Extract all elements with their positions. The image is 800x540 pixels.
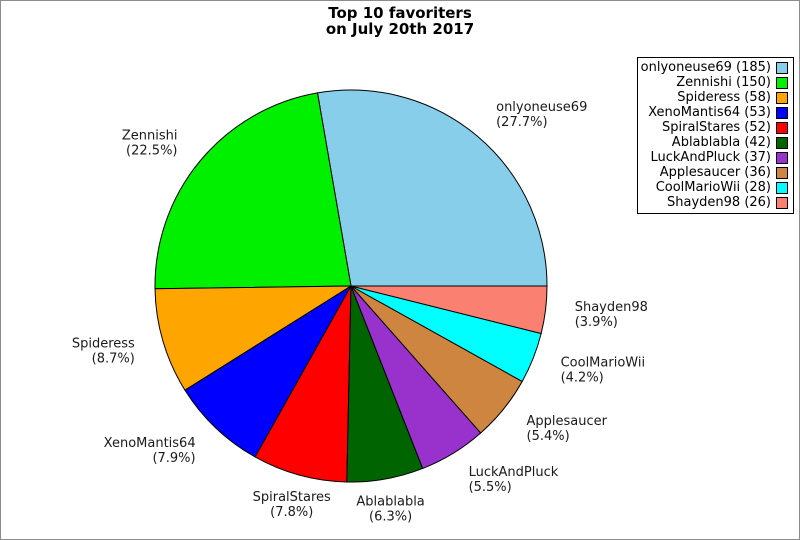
legend-swatch [776, 91, 788, 104]
chart-title: Top 10 favoriters on July 20th 2017 [1, 5, 799, 37]
pie-slice-onlyoneuse69 [316, 89, 548, 287]
pie-slice-label-LuckAndPluck: LuckAndPluck (5.5%) [469, 465, 559, 495]
pie-slice-SpiralStares [254, 285, 352, 483]
chart-title-line1: Top 10 favoriters [328, 4, 472, 22]
pie-slice-label-XenoMantis64: XenoMantis64 (7.9%) [104, 436, 196, 466]
legend-swatch [776, 137, 788, 150]
legend-item-onlyoneuse69: onlyoneuse69 (185) [640, 59, 788, 75]
legend-item-label: Ablablabla (42) [671, 135, 771, 151]
legend-item-label: LuckAndPluck (37) [650, 150, 772, 166]
pie-slice-label-Shayden98: Shayden98 (3.9%) [575, 300, 648, 330]
legend-item-label: Zennishi (150) [676, 74, 771, 90]
legend-item-SpiralStares: SpiralStares (52) [641, 119, 788, 135]
legend-swatch [776, 106, 788, 119]
legend-swatch [776, 76, 788, 89]
legend-swatch [776, 152, 788, 165]
pie-slice-Spideress [154, 285, 353, 391]
legend-item-label: Shayden98 (26) [667, 195, 771, 211]
legend-swatch [776, 167, 788, 180]
pie-slice-label-Zennishi: Zennishi (22.5%) [122, 129, 178, 159]
legend-swatch [776, 61, 788, 74]
pie-slice-label-Ablablabla: Ablablabla (6.3%) [356, 494, 424, 524]
legend-item-label: Spideress (58) [677, 89, 771, 105]
pie-slice-label-Spideress: Spideress (8.7%) [72, 336, 135, 366]
pie-slice-label-CoolMarioWii: CoolMarioWii (4.2%) [561, 355, 645, 385]
chart-title-line2: on July 20th 2017 [325, 20, 475, 38]
pie-slice-Zennishi [154, 92, 352, 290]
legend-swatch [776, 182, 788, 195]
legend-item-Ablablabla: Ablablabla (42) [641, 136, 788, 150]
legend: onlyoneuse69 (185) Zennishi (150) Spideres… [637, 57, 794, 214]
pie-slice-label-onlyoneuse69: onlyoneuse69 (27.7%) [496, 100, 587, 130]
legend-item-label: Applesaucer (36) [659, 165, 771, 181]
legend-item-LuckAndPluck: LuckAndPluck (37) [641, 151, 788, 165]
pie-slice-Shayden98 [350, 285, 548, 335]
pie-slice-label-SpiralStares: SpiralStares (7.8%) [253, 490, 331, 520]
legend-swatch [776, 121, 788, 134]
legend-item-XenoMantis64: XenoMantis64 (53) [641, 104, 788, 120]
legend-swatch [776, 197, 788, 210]
legend-item-Spideress: Spideress (58) [641, 89, 788, 105]
legend-item-Applesaucer: Applesaucer (36) [641, 166, 788, 180]
legend-item-Shayden98: Shayden98 (26) [641, 196, 788, 210]
pie-slice-label-Applesaucer: Applesaucer (5.4%) [527, 414, 608, 444]
legend-item-label: SpiralStares (52) [661, 119, 771, 135]
legend-item-label: onlyoneuse69 (185) [640, 59, 771, 75]
legend-item-Zennishi: Zennishi (150) [641, 74, 788, 90]
legend-item-CoolMarioWii: CoolMarioWii (28) [641, 181, 788, 195]
legend-item-label: XenoMantis64 (53) [648, 104, 771, 120]
pie-slice-XenoMantis64 [184, 285, 352, 458]
legend-item-label: CoolMarioWii (28) [655, 180, 771, 196]
